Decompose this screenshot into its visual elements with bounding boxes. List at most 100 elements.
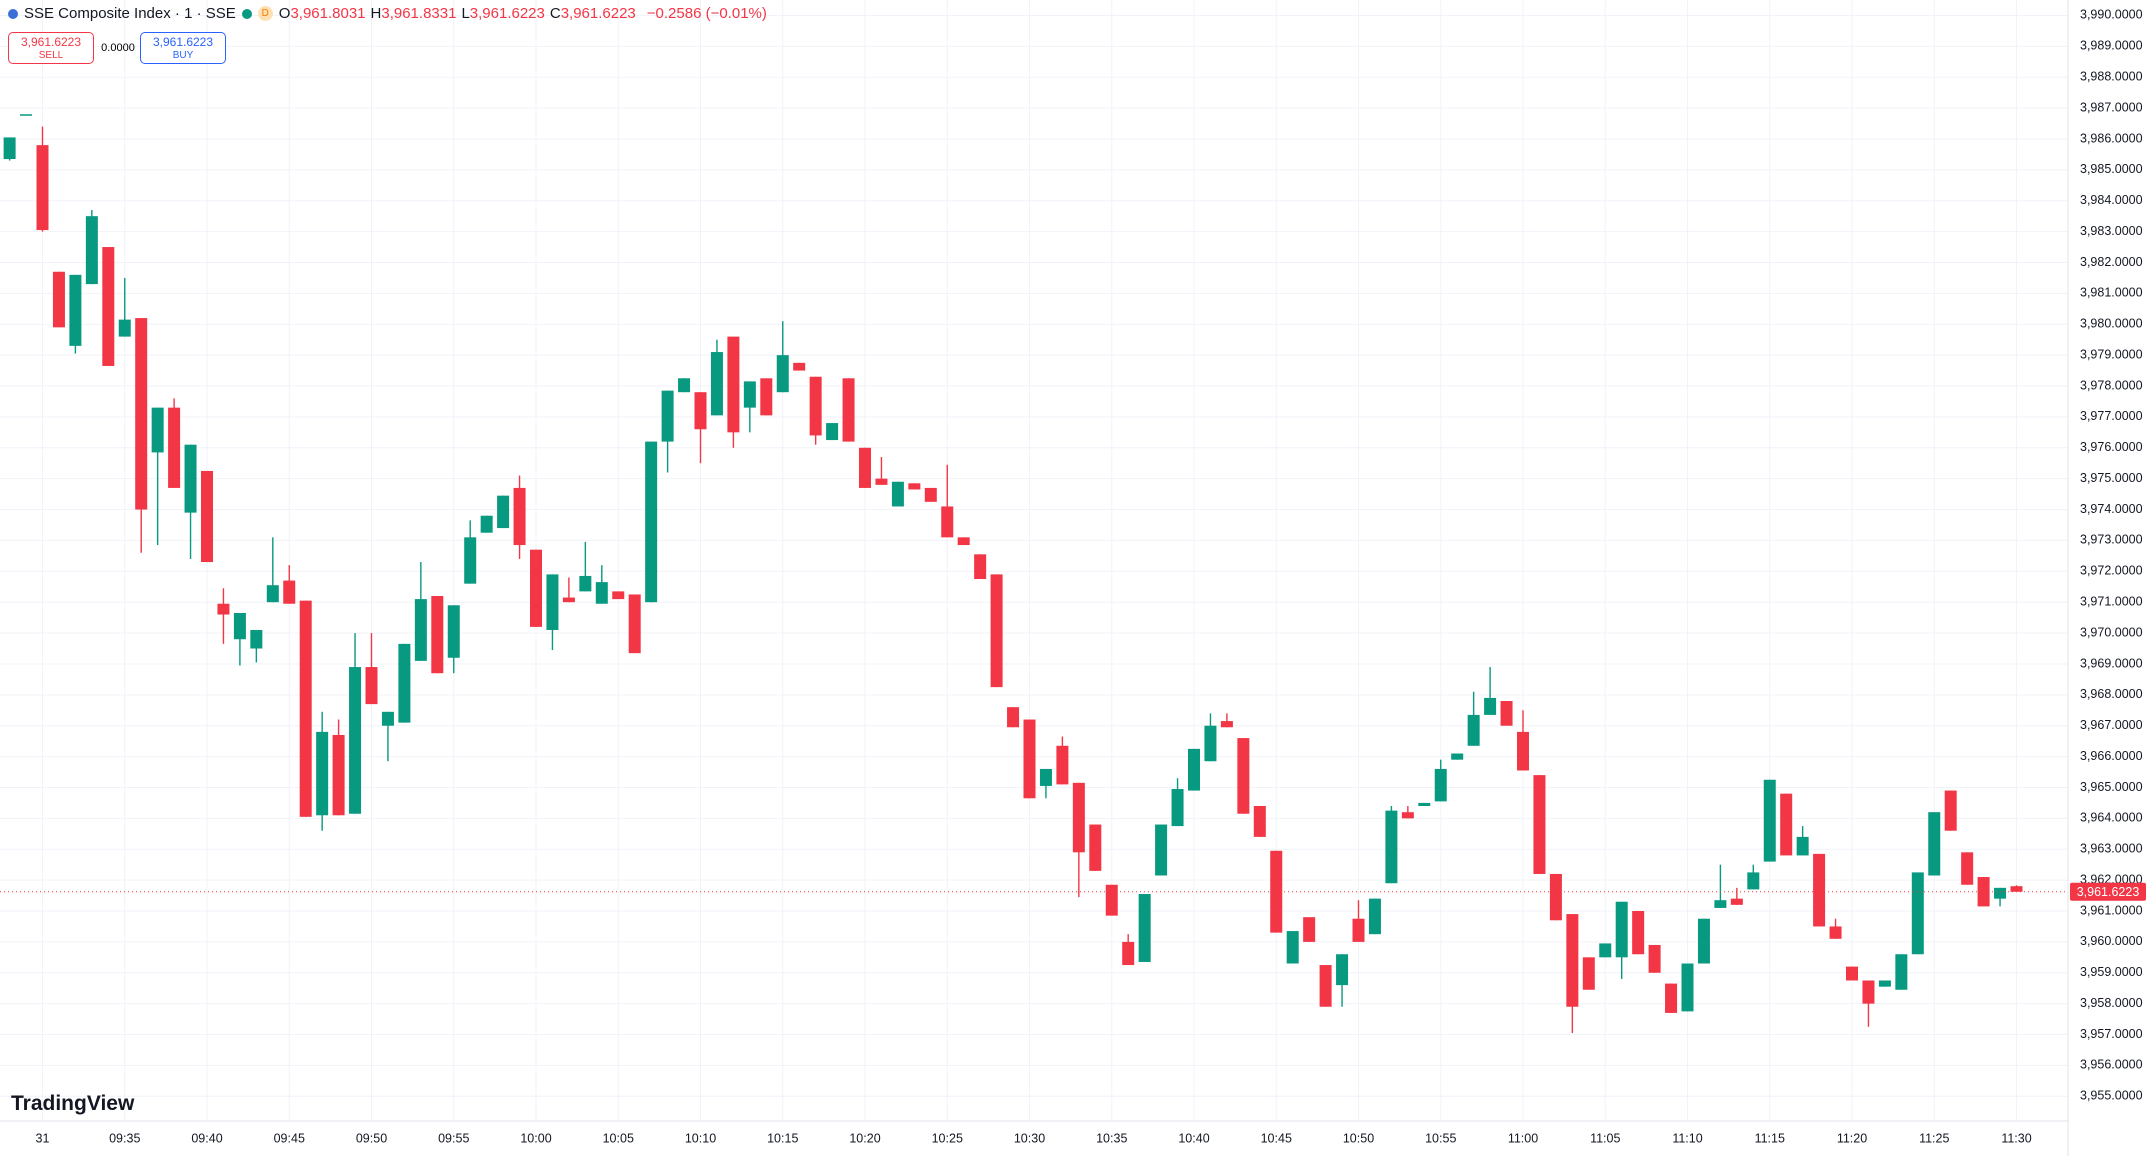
x-tick-label: 10:00 [520,1131,551,1145]
x-tick-label: 09:45 [274,1131,305,1145]
candle-body [250,629,263,649]
candle-body [431,596,444,674]
candle-body [628,594,641,654]
candle-body [1072,782,1085,853]
candle-body [1007,707,1020,728]
spread: 0.0000 [101,42,135,54]
candle-body [1730,898,1743,905]
candle-body [447,605,460,658]
candle-body [1763,779,1776,862]
candle-body [85,216,98,285]
candle-body [1368,898,1381,935]
symbol[interactable]: SSE Composite Index · 1 · SSE [24,5,236,22]
candle-body [826,423,839,441]
candle-body [52,271,65,328]
candle-body [497,495,510,529]
candle-body [1336,954,1349,986]
x-tick-label: 10:10 [685,1131,716,1145]
x-tick-label: 10:20 [849,1131,880,1145]
y-tick-label: 3,982.0000 [2080,255,2143,269]
ohlc-value: 3,961.6223 [469,5,545,22]
y-tick-label: 3,980.0000 [2080,317,2143,331]
y-tick-label: 3,972.0000 [2080,564,2143,578]
y-tick-label: 3,987.0000 [2080,100,2143,114]
candle-body [1780,793,1793,856]
candle-body [464,537,477,584]
candle-body [924,487,937,502]
candle-body [513,487,526,546]
brand[interactable]: TradingView [11,1092,135,1115]
header: SSE Composite Index · 1 · SSE D O3,961.8… [8,5,767,22]
ohlc-value: 3,961.8031 [290,5,366,22]
candle-body [530,549,542,627]
candle-body [579,575,592,592]
y-tick-label: 3,958.0000 [2080,996,2143,1010]
candle-body [414,599,427,661]
candle-body [595,582,608,604]
candle-body [875,478,888,485]
x-tick-label: 10:45 [1261,1131,1292,1145]
y-tick-label: 3,988.0000 [2080,70,2143,84]
candle-body [1171,789,1184,827]
candle-body [793,362,806,371]
ohlc-key: L [461,5,470,22]
candle-body [1056,745,1069,785]
candle-body [36,145,49,231]
candle-body [661,390,674,442]
candle-body [1122,941,1135,966]
y-tick-label: 3,957.0000 [2080,1027,2143,1041]
candle-body [1697,918,1710,964]
candle-body [1895,954,1908,990]
candle-body [1418,802,1431,807]
sell-button[interactable]: 3,961.6223 SELL [8,32,94,64]
y-tick-label: 3,986.0000 [2080,131,2143,145]
candle-body [1829,926,1842,939]
candle-body [1385,810,1398,884]
change: −0.2586 (−0.01%) [646,5,767,22]
x-tick-label: 31 [36,1131,50,1145]
y-tick-label: 3,976.0000 [2080,440,2143,454]
candle-body [1928,812,1941,876]
y-tick-label: 3,968.0000 [2080,687,2143,701]
candle-body [1878,980,1891,987]
candle-body [381,711,394,726]
candle-body [168,407,181,488]
candle-body [266,585,279,603]
candle-body [1467,714,1480,746]
ohlc-key: H [370,5,382,22]
candle-body [842,378,855,442]
plot-bg [0,0,2068,1121]
candle-body [1138,894,1151,962]
candle-body [1944,790,1957,831]
candle-body [941,506,954,538]
candle-body [135,318,148,510]
candle-body [1747,872,1760,890]
y-tick-label: 3,956.0000 [2080,1058,2143,1072]
candle-body [1039,768,1052,786]
x-tick-label: 10:35 [1096,1131,1127,1145]
y-tick-label: 3,955.0000 [2080,1089,2143,1103]
x-tick-label: 09:55 [438,1131,469,1145]
candle-body [1517,731,1529,771]
candle-body [299,600,312,817]
candle-body [1484,697,1497,715]
candle-body [1648,944,1661,973]
x-tick-label: 10:30 [1014,1131,1045,1145]
y-tick-label: 3,961.0000 [2080,903,2143,917]
x-tick-label: 10:25 [932,1131,963,1145]
candle-body [3,137,16,160]
status-dot [241,8,252,19]
buy-button[interactable]: 3,961.6223 BUY [140,32,226,64]
x-tick-label: 11:30 [2001,1131,2031,1145]
y-tick-label: 3,965.0000 [2080,780,2143,794]
candle-body [1813,853,1826,927]
last-price-label: 3,961.6223 [2077,885,2140,899]
x-tick-label: 09:35 [109,1131,140,1145]
candle-body [1352,918,1365,942]
candle-body [612,591,625,600]
ohlc-value: 3,961.6223 [560,5,636,22]
candle-body [859,447,871,488]
x-tick-label: 10:55 [1425,1131,1456,1145]
candle-body [776,355,789,393]
